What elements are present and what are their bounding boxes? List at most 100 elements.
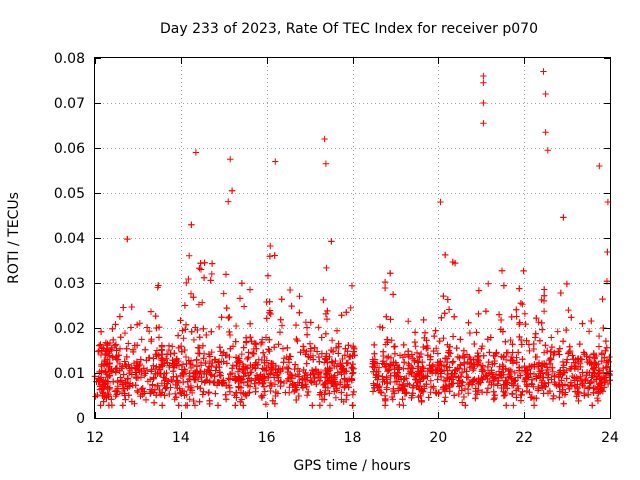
data-point xyxy=(411,358,418,366)
data-point xyxy=(474,359,481,366)
data-point xyxy=(567,379,575,386)
data-point xyxy=(517,336,525,344)
data-point xyxy=(260,349,267,356)
data-point xyxy=(595,343,603,350)
data-point xyxy=(371,362,378,370)
data-point xyxy=(445,306,453,313)
data-point xyxy=(205,366,212,373)
data-point xyxy=(507,368,515,375)
data-point xyxy=(415,393,422,401)
data-point xyxy=(231,392,238,399)
data-point xyxy=(435,390,442,397)
data-point xyxy=(548,343,556,351)
data-point xyxy=(478,345,485,352)
data-point xyxy=(142,396,150,404)
data-point xyxy=(548,376,555,383)
data-point xyxy=(322,310,330,318)
data-point xyxy=(297,349,304,356)
data-point xyxy=(571,388,579,395)
data-point xyxy=(508,313,515,321)
data-point xyxy=(124,235,131,243)
data-point xyxy=(279,345,287,352)
data-point xyxy=(326,390,333,397)
data-point xyxy=(148,366,155,373)
data-point xyxy=(454,380,461,387)
data-point xyxy=(205,389,213,396)
data-point xyxy=(240,402,247,409)
data-point xyxy=(128,303,135,311)
data-point xyxy=(387,270,394,277)
data-point xyxy=(306,340,314,347)
data-point xyxy=(155,352,162,359)
data-point xyxy=(180,369,187,377)
data-point xyxy=(280,359,287,366)
data-point xyxy=(465,319,472,326)
data-point xyxy=(261,359,268,366)
data-point xyxy=(223,360,231,367)
data-point xyxy=(142,370,149,377)
data-point xyxy=(248,338,255,345)
data-point xyxy=(597,376,604,383)
data-point xyxy=(312,367,320,374)
data-point xyxy=(411,329,419,336)
data-point xyxy=(285,365,292,372)
data-point xyxy=(250,350,257,357)
data-point xyxy=(295,392,302,400)
data-point xyxy=(488,367,495,374)
data-point xyxy=(266,253,274,260)
data-point xyxy=(227,156,234,163)
data-point xyxy=(513,394,520,401)
data-point xyxy=(146,328,153,335)
data-point xyxy=(469,377,477,384)
data-point xyxy=(194,375,202,383)
data-point xyxy=(325,367,332,375)
y-tick-label: 0.03 xyxy=(54,276,85,292)
data-point xyxy=(265,346,272,353)
data-point xyxy=(251,380,258,387)
data-point xyxy=(469,378,476,385)
data-point xyxy=(208,328,215,335)
data-point xyxy=(208,260,216,267)
data-point xyxy=(446,375,453,382)
data-point xyxy=(103,394,110,401)
data-point xyxy=(137,356,144,363)
data-point xyxy=(527,370,534,377)
data-point xyxy=(554,328,561,335)
data-point xyxy=(122,361,129,369)
data-point xyxy=(197,260,204,267)
data-point xyxy=(261,388,268,395)
data-point xyxy=(414,358,421,365)
data-point xyxy=(204,376,211,384)
data-point xyxy=(585,385,592,392)
data-point xyxy=(196,265,203,272)
data-point xyxy=(205,351,213,358)
data-point xyxy=(412,343,419,350)
data-point xyxy=(586,354,594,361)
data-point xyxy=(252,388,259,395)
data-point xyxy=(558,377,565,384)
data-point xyxy=(533,375,540,382)
data-point xyxy=(232,376,239,384)
data-point xyxy=(483,389,491,396)
data-point xyxy=(117,334,124,341)
x-tick-label: 14 xyxy=(172,430,190,446)
data-point xyxy=(455,390,462,398)
data-point xyxy=(240,373,247,380)
data-point xyxy=(586,380,593,387)
data-point xyxy=(507,336,514,344)
data-point xyxy=(208,270,215,278)
data-point xyxy=(274,369,281,376)
data-point xyxy=(302,351,309,358)
data-point xyxy=(191,402,199,409)
data-point xyxy=(523,337,530,344)
data-point xyxy=(602,347,609,355)
data-point xyxy=(549,395,557,402)
data-point xyxy=(464,385,472,393)
data-point xyxy=(461,360,468,368)
data-point xyxy=(404,380,411,387)
data-point xyxy=(316,358,323,365)
data-point xyxy=(434,350,441,357)
data-point xyxy=(133,358,141,366)
data-point xyxy=(408,369,415,376)
data-point xyxy=(349,370,356,377)
